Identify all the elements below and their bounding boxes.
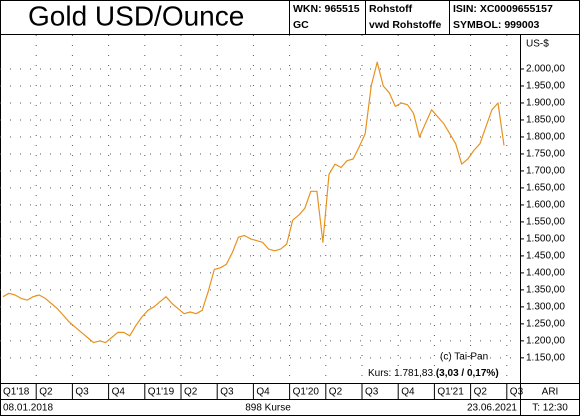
y-tick-label: 1.800,00 (526, 132, 565, 143)
y-tick-label: 1.700,00 (526, 166, 565, 177)
kurs-change: (3,03 / 0,17%) (436, 368, 499, 379)
y-tick-label: 1.650,00 (526, 183, 565, 194)
x-tick-label: Q1'18 (3, 387, 30, 398)
x-tick-label: Q3 (75, 387, 89, 398)
y-axis-label: US-$ (526, 39, 549, 50)
ari: ARI (542, 387, 559, 398)
x-tick-label: Q1'21 (437, 387, 464, 398)
x-tick-label: Q3 (510, 387, 524, 398)
y-tick-label: 1.250,00 (526, 319, 565, 330)
source: vwd Rohstoffe (369, 19, 441, 31)
x-tick-label: Q2 (39, 387, 53, 398)
y-tick-label: 2.000,00 (526, 64, 565, 75)
kurs: Kurs: 1.781,83 (3,03 / 0,17%) (368, 368, 499, 379)
time: T: 12:30 (532, 403, 568, 414)
x-tick-label: Q4 (256, 387, 270, 398)
count: 898 Kurse (245, 403, 291, 414)
y-tick-label: 1.300,00 (526, 302, 565, 313)
y-tick-label: 1.950,00 (526, 81, 565, 92)
end-date: 23.06.2021 (467, 403, 517, 414)
x-tick-label: Q2 (329, 387, 343, 398)
x-tick-label: Q3 (220, 387, 234, 398)
code: GC (293, 19, 309, 31)
title: Gold USD/Ounce (28, 0, 244, 31)
symbol: SYMBOL: 999003 (453, 19, 540, 31)
kind: Rohstoff (369, 3, 413, 15)
price-line (2, 61, 505, 344)
x-tick-label: Q1'20 (293, 387, 320, 398)
y-tick-label: 1.200,00 (526, 336, 565, 347)
y-tick-label: 1.600,00 (526, 200, 565, 211)
y-tick-label: 1.550,00 (526, 217, 565, 228)
y-tick-label: 1.750,00 (526, 149, 565, 160)
y-tick-label: 1.150,00 (526, 352, 565, 363)
kurs-value: 1.781,83 (394, 368, 433, 379)
y-tick-label: 1.900,00 (526, 98, 565, 109)
kurs-label: Kurs: (368, 368, 391, 379)
y-tick-label: 1.350,00 (526, 285, 565, 296)
y-tick-label: 1.850,00 (526, 115, 565, 126)
copyright: (c) Tai-Pan (440, 352, 488, 363)
start-date: 08.01.2018 (3, 403, 53, 414)
y-tick-label: 1.500,00 (526, 234, 565, 245)
x-tick-label: Q2 (474, 387, 488, 398)
x-tick-label: Q3 (365, 387, 379, 398)
wkn: WKN: 965515 (293, 3, 360, 15)
isin: ISIN: XC0009655157 (453, 3, 553, 15)
x-tick-label: Q2 (184, 387, 198, 398)
y-tick-label: 1.450,00 (526, 251, 565, 262)
x-tick-label: Q1'19 (148, 387, 175, 398)
x-tick-label: Q4 (401, 387, 415, 398)
x-tick-label: Q4 (112, 387, 126, 398)
y-tick-label: 1.400,00 (526, 268, 565, 279)
